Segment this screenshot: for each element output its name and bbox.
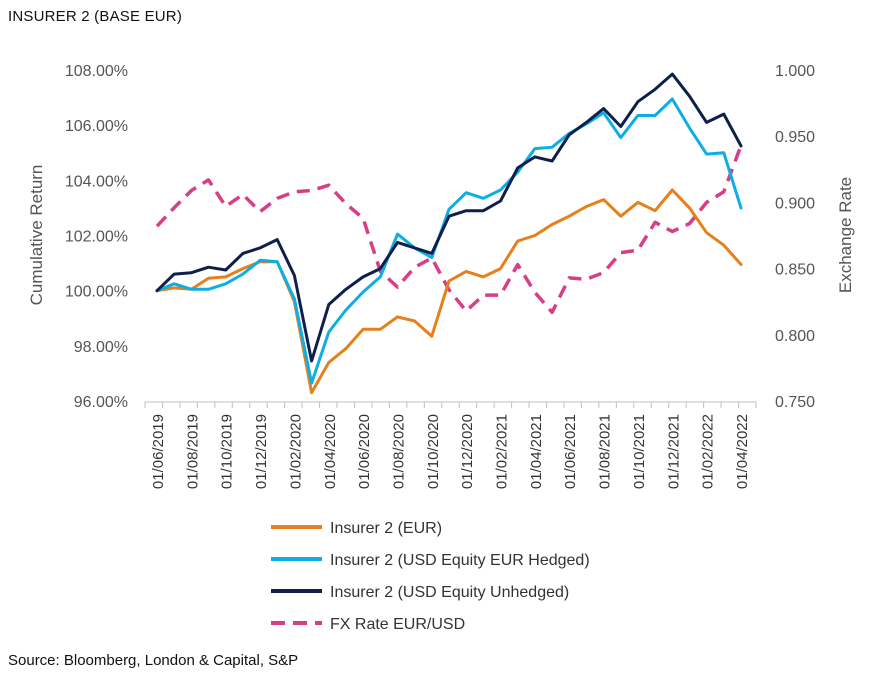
y-tick-label: 96.00% [74, 394, 128, 411]
x-tick-label: 01/08/2019 [184, 414, 201, 489]
y2-tick-label: 0.950 [775, 129, 815, 146]
x-tick-label: 01/12/2019 [253, 414, 270, 489]
y-axis-left: 96.00% 98.00% 100.00% 102.00% 104.00% 106.00%… [65, 63, 128, 411]
x-tick-label: 01/04/2021 [528, 414, 545, 489]
legend-label-0: Insurer 2 (EUR) [330, 520, 442, 537]
series-line-3 [155, 144, 743, 315]
legend-label-1: Insurer 2 (USD Equity EUR Hedged) [330, 552, 590, 569]
x-tick-label: 01/10/2019 [219, 414, 236, 489]
legend: Insurer 2 (EUR) Insurer 2 (USD Equity EUR… [271, 520, 590, 633]
plot-lines [155, 72, 743, 395]
y2-axis-label: Exchange Rate [836, 177, 855, 293]
y-tick-label: 98.00% [74, 339, 128, 356]
legend-label-3: FX Rate EUR/USD [330, 616, 465, 633]
x-tick-label: 01/06/2019 [150, 414, 167, 489]
series-line-2 [155, 72, 743, 363]
x-tick-label: 01/02/2022 [700, 414, 717, 489]
x-tick-label: 01/02/2021 [494, 414, 511, 489]
y-tick-label: 102.00% [65, 229, 128, 246]
x-tick-label: 01/06/2021 [562, 414, 579, 489]
y-axis-right: 0.750 0.800 0.850 0.900 0.950 1.000 [775, 63, 815, 411]
series-line-1 [155, 97, 743, 385]
y2-tick-label: 1.000 [775, 63, 815, 80]
y2-tick-label: 0.800 [775, 328, 815, 345]
x-tick-label: 01/12/2020 [459, 414, 476, 489]
y-tick-label: 106.00% [65, 118, 128, 135]
x-tick-label: 01/04/2020 [322, 414, 339, 489]
legend-label-2: Insurer 2 (USD Equity Unhedged) [330, 584, 569, 601]
x-tick-label: 01/04/2022 [734, 414, 751, 489]
x-tick-label: 01/10/2020 [425, 414, 442, 489]
y-tick-label: 100.00% [65, 284, 128, 301]
y-axis-label: Cumulative Return [27, 165, 46, 306]
x-tick-label: 01/02/2020 [287, 414, 304, 489]
y2-tick-label: 0.750 [775, 394, 815, 411]
x-tick-label: 01/08/2021 [597, 414, 614, 489]
y2-tick-label: 0.850 [775, 262, 815, 279]
source-note: Source: Bloomberg, London & Capital, S&P [8, 652, 299, 669]
y-tick-label: 104.00% [65, 173, 128, 190]
x-tick-label: 01/12/2021 [665, 414, 682, 489]
chart-title: INSURER 2 (BASE EUR) [8, 8, 183, 25]
x-tick-label: 01/06/2020 [356, 414, 373, 489]
x-tick-label: 01/10/2021 [631, 414, 648, 489]
x-axis: 01/06/2019 01/08/2019 01/10/2019 01/12/2019… [144, 401, 757, 489]
y-tick-label: 108.00% [65, 63, 128, 80]
x-tick-label: 01/08/2020 [390, 414, 407, 489]
y2-tick-label: 0.900 [775, 195, 815, 212]
